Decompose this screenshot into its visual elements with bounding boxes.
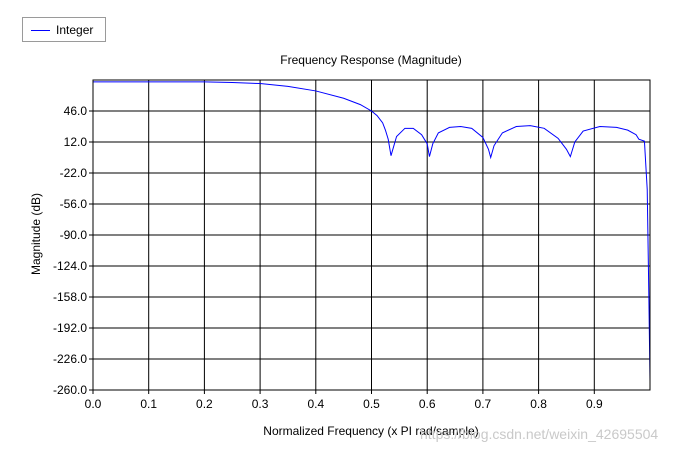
y-axis-label: Magnitude (dB) <box>29 193 43 275</box>
x-tick-label: 0.9 <box>586 397 603 411</box>
x-tick-label: 0.2 <box>196 397 213 411</box>
chart-title: Frequency Response (Magnitude) <box>280 53 461 67</box>
legend-line-swatch <box>31 30 50 31</box>
y-tick-label: -260.0 <box>53 383 87 397</box>
x-tick-label: 0.5 <box>363 397 380 411</box>
watermark: https://blog.csdn.net/weixin_42695504 <box>420 426 659 442</box>
x-axis-label: Normalized Frequency (x PI rad/sample) <box>263 424 478 438</box>
x-tick-label: 0.6 <box>419 397 436 411</box>
y-tick-label: -226.0 <box>53 352 87 366</box>
y-tick-label: -22.0 <box>60 166 88 180</box>
series-line-integer <box>93 81 651 381</box>
legend: Integer <box>22 17 106 42</box>
y-tick-label: -192.0 <box>53 321 87 335</box>
y-tick-label: -90.0 <box>60 228 88 242</box>
x-tick-label: 0.4 <box>307 397 324 411</box>
y-tick-label: -56.0 <box>60 197 88 211</box>
legend-label: Integer <box>56 23 94 37</box>
y-tick-label: 46.0 <box>64 104 88 118</box>
plot-frame <box>92 79 651 391</box>
x-tick-label: 0.8 <box>530 397 547 411</box>
y-tick-label: 12.0 <box>64 135 88 149</box>
tick-labels: 0.0 0.1 0.2 0.3 0.4 0.5 0.6 0.7 0.8 0.9 46.0 12.0 -2… <box>53 104 603 411</box>
x-tick-label: 0.7 <box>475 397 492 411</box>
x-tick-label: 0.1 <box>140 397 157 411</box>
x-tick-label: 0.3 <box>252 397 269 411</box>
y-tick-label: -158.0 <box>53 290 87 304</box>
y-tick-label: -124.0 <box>53 259 87 273</box>
x-tick-label: 0.0 <box>85 397 102 411</box>
grid <box>89 80 650 394</box>
